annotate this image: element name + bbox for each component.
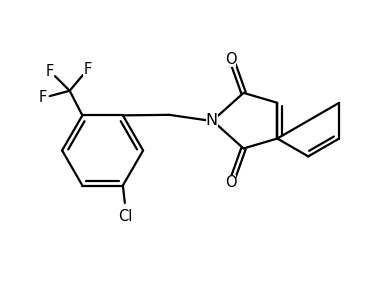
Text: O: O [224,175,236,190]
Text: F: F [39,90,47,105]
Text: O: O [224,52,236,67]
Text: F: F [84,62,92,77]
Text: N: N [206,113,218,128]
Text: Cl: Cl [118,209,132,224]
Text: F: F [46,64,54,79]
